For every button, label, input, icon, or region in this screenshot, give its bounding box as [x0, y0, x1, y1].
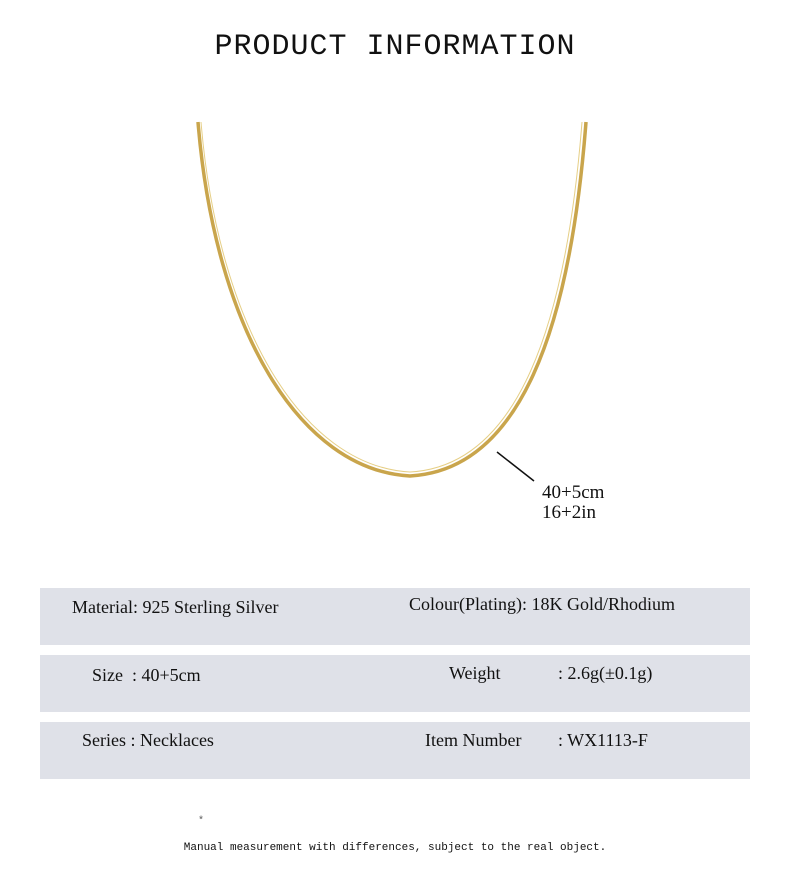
weight-spec: : 2.6g(±0.1g): [558, 663, 653, 683]
note-asterisk: *: [198, 816, 205, 827]
measurement-note: Manual measurement with differences, sub…: [183, 842, 607, 854]
measurement-pointer: [496, 451, 535, 482]
page-title: PRODUCT INFORMATION: [214, 30, 576, 64]
item-number-spec: : WX1113-F: [558, 730, 648, 750]
length-inch: 16+2in: [542, 502, 596, 523]
spec-row-material: Material: 925 Sterling Silver Colour(Pla…: [40, 588, 750, 645]
spec-row-size: Size : 40+5cm Weight : 2.6g(±0.1g): [40, 655, 750, 712]
series-spec: Series : Necklaces: [82, 730, 214, 750]
size-spec: Size : 40+5cm: [92, 665, 201, 685]
spec-row-series: Series : Necklaces Item Number : WX1113-…: [40, 722, 750, 779]
necklace-image: [196, 121, 588, 482]
necklace-chain: [196, 121, 588, 478]
item-number-label: Item Number: [425, 730, 522, 750]
length-measurement: 40+5cm 16+2in: [542, 483, 604, 523]
colour-spec: Colour(Plating): 18K Gold/Rhodium: [409, 594, 676, 614]
length-cm: 40+5cm: [542, 482, 605, 503]
material-spec: Material: 925 Sterling Silver: [72, 597, 279, 617]
weight-label: Weight: [449, 663, 501, 683]
